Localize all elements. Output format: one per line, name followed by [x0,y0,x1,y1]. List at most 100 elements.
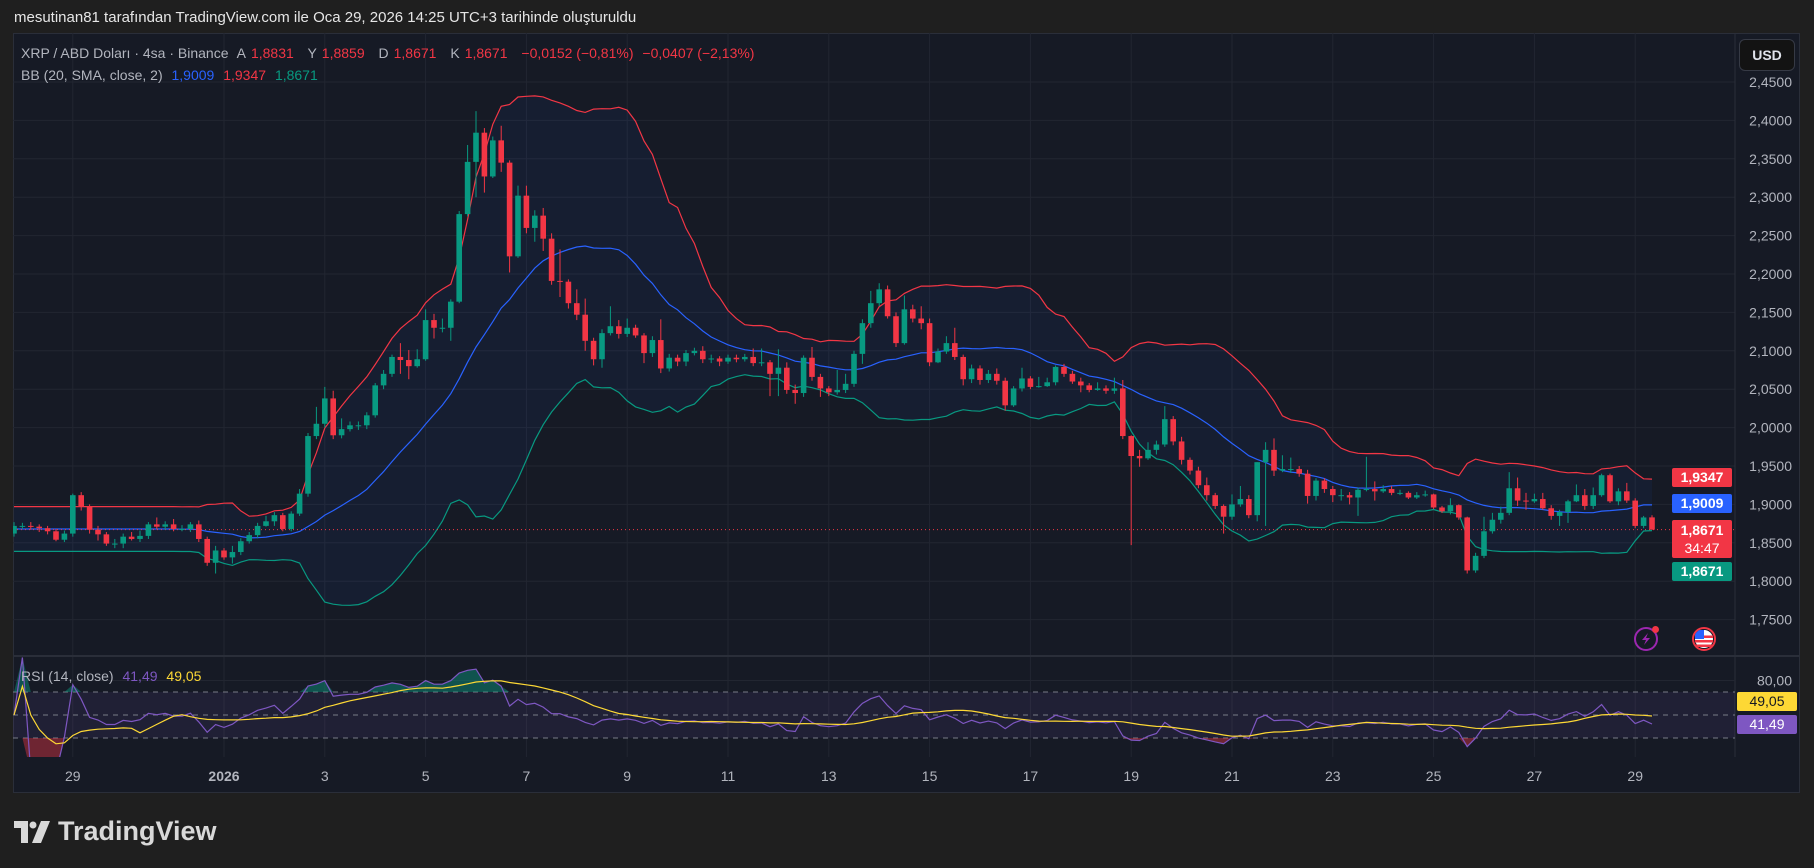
candle-body [1111,388,1118,391]
tradingview-logo[interactable]: TradingView [14,816,217,847]
candle [1439,505,1445,513]
candle-body [767,362,773,374]
candle-body [422,320,429,360]
candle-body [380,373,387,386]
candle-body [1304,473,1311,496]
candle-body [1498,512,1504,520]
candle-body [876,289,882,304]
bb-basis-value: 1,9009 [171,67,215,83]
candle [1304,469,1311,504]
candle [481,128,488,193]
tradingview-logo-icon [14,820,50,843]
candle-body [557,280,563,282]
candle-body [1397,492,1403,494]
candle [859,319,866,364]
candle-body [582,314,588,341]
candle-body [792,389,798,394]
currency-button[interactable]: USD [1739,39,1795,71]
candle [1178,436,1185,465]
candle-body [1615,491,1622,502]
chart-frame[interactable] [13,33,1800,793]
candle [204,536,210,566]
candle-body [1069,373,1076,382]
bb-title[interactable]: BB (20, SMA, close, 2) [21,67,163,83]
candle-body [1582,495,1588,506]
bb-upper-line [14,95,1653,517]
rsi-legend: RSI (14, close) 41,49 49,05 [21,668,206,684]
candle [826,386,832,397]
candle [1598,473,1605,497]
candle-body [1220,505,1227,517]
candle [137,530,143,543]
candle [1456,504,1462,520]
rsi-title[interactable]: RSI (14, close) [21,668,114,684]
candle-body [515,195,521,257]
candle-body [1061,366,1067,374]
candle [1162,406,1168,447]
candle-body [464,161,471,215]
candle [1430,493,1437,510]
candle [842,373,849,394]
candle [498,125,504,172]
candle [1346,492,1353,505]
candle [742,353,748,362]
candle-body [36,526,42,529]
candle-body [985,373,992,380]
candle [1388,485,1395,496]
rsi-ma-tag: 49,05 [1737,692,1797,711]
price-axis-label: 1,8000 [1749,573,1792,589]
candle [1330,485,1336,503]
price-axis-label: 2,0500 [1749,381,1792,397]
candle [103,532,110,546]
price-axis-label: 2,4500 [1749,74,1792,90]
candle [179,525,185,532]
candle [1531,493,1538,503]
candle-body [1195,470,1202,486]
candle-body [280,515,286,529]
time-axis-label: 13 [821,768,837,784]
candle [683,350,689,367]
candle-body [1388,489,1395,493]
candle [1590,487,1596,510]
candle [397,343,404,374]
candle [1204,477,1210,501]
candle-body [716,358,723,362]
candle-body [1607,475,1613,502]
candle [884,285,891,319]
candle [305,432,311,497]
last-price-tag: 1,8671 34:47 [1672,520,1732,558]
candle [1078,377,1084,393]
candle-body [1044,382,1050,387]
candle-body [1573,495,1580,502]
candle-body [103,534,110,544]
candle [154,517,160,529]
candle-body [1346,495,1353,498]
rsi-axis-label: 80,00 [1757,673,1792,689]
candle [968,364,975,384]
candle-body [641,335,647,354]
lightning-icon[interactable] [1634,626,1659,651]
candle [1481,516,1487,559]
symbol-title[interactable]: XRP / ABD Doları · 4sa · Binance [21,45,229,61]
candle [1153,440,1160,455]
bb-lower-line [14,374,1653,606]
candle [977,365,983,385]
candle [1422,490,1428,497]
candle-body [128,536,135,539]
us-flag-icon[interactable] [1692,627,1716,651]
candle-body [548,238,555,281]
candle-body [1363,489,1370,491]
candle [784,362,790,394]
candle-body [187,524,194,529]
candle [112,538,118,549]
candle-body [666,357,672,369]
candle-body [1548,508,1554,516]
candle [1002,377,1008,411]
candle-body [977,368,983,380]
candle [1212,492,1218,510]
candle-body [893,316,899,344]
candle-body [246,535,252,542]
candle-body [137,535,143,539]
candle-body [1204,485,1210,496]
